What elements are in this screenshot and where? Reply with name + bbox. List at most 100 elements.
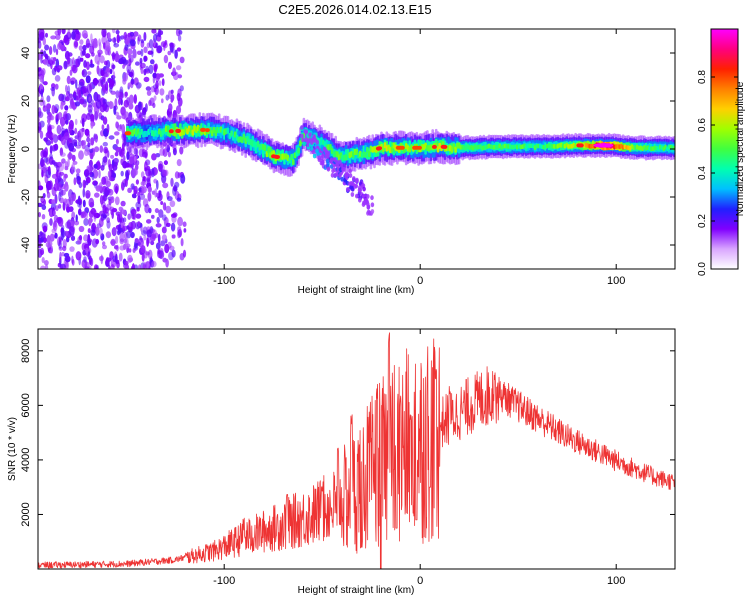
noise-speck <box>55 118 59 125</box>
noise-speck <box>113 183 120 193</box>
noise-speck <box>40 88 44 98</box>
noise-speck <box>77 55 81 65</box>
noise-speck <box>65 221 72 229</box>
noise-speck <box>48 46 53 55</box>
noise-speck <box>106 47 111 52</box>
noise-speck <box>100 164 105 171</box>
spectrogram-x-tick-label: 0 <box>417 275 423 287</box>
noise-speck <box>174 181 180 188</box>
noise-speck <box>177 216 184 227</box>
band-peak <box>578 143 584 148</box>
noise-speck <box>110 238 116 247</box>
noise-speck <box>161 98 164 104</box>
colorbar-frame <box>710 28 739 270</box>
noise-speck <box>83 169 90 178</box>
noise-speck <box>51 186 57 197</box>
branch-cell <box>355 177 359 183</box>
colorbar-tick-label: 0.2 <box>697 214 708 228</box>
noise-speck <box>75 214 78 223</box>
band-peak <box>395 145 401 150</box>
noise-speck <box>85 38 90 49</box>
noise-speck <box>112 71 116 79</box>
noise-speck <box>61 224 65 231</box>
branch-cell <box>308 132 312 138</box>
noise-speck <box>58 171 65 176</box>
noise-speck <box>58 191 61 202</box>
noise-speck <box>49 241 53 247</box>
band-peak <box>593 143 612 148</box>
noise-speck <box>172 147 177 156</box>
noise-speck <box>45 32 48 38</box>
branch-cell <box>312 153 317 159</box>
noise-speck <box>138 187 143 192</box>
noise-speck <box>93 213 98 218</box>
noise-speck <box>130 39 136 47</box>
band-cell <box>290 153 293 161</box>
noise-speck <box>65 119 69 125</box>
branch-cell <box>345 172 350 177</box>
noise-speck <box>147 249 153 260</box>
noise-speck <box>42 150 48 158</box>
noise-speck <box>54 232 58 239</box>
branch-cell <box>325 158 330 164</box>
noise-speck <box>84 149 89 156</box>
noise-speck <box>51 199 56 204</box>
noise-speck <box>160 201 164 205</box>
noise-speck <box>152 75 156 84</box>
noise-speck <box>51 201 56 212</box>
noise-speck <box>137 264 142 269</box>
noise-speck <box>40 265 46 269</box>
noise-speck <box>69 104 73 109</box>
noise-speck <box>158 163 163 172</box>
noise-speck <box>143 55 147 62</box>
noise-speck <box>160 41 167 48</box>
noise-speck <box>73 91 77 98</box>
noise-speck <box>49 145 53 155</box>
noise-speck <box>47 125 52 135</box>
noise-speck <box>85 61 90 70</box>
noise-speck <box>115 111 120 117</box>
band-peak <box>125 131 131 136</box>
noise-speck <box>114 98 118 108</box>
noise-speck <box>180 174 186 184</box>
noise-speck <box>85 190 91 199</box>
noise-speck <box>147 186 152 193</box>
noise-speck <box>127 187 132 193</box>
noise-speck <box>137 36 140 45</box>
noise-speck <box>82 179 86 189</box>
spectrogram-y-axis-label: Frequency (Hz) <box>7 115 18 184</box>
noise-speck <box>83 234 89 242</box>
noise-speck <box>140 39 144 44</box>
noise-speck <box>152 229 157 235</box>
branch-cell <box>358 197 362 203</box>
noise-speck <box>75 95 80 101</box>
noise-speck <box>55 48 59 56</box>
noise-speck <box>120 200 126 207</box>
branch-cell <box>330 172 335 178</box>
noise-speck <box>127 82 132 88</box>
noise-speck <box>95 238 100 245</box>
noise-speck <box>151 214 155 219</box>
noise-speck <box>38 202 43 208</box>
descending-branch <box>299 125 375 216</box>
band-cell <box>297 147 300 154</box>
noise-speck <box>127 213 131 220</box>
noise-speck <box>44 44 50 51</box>
noise-speck <box>57 134 62 141</box>
snr-frame <box>37 328 676 570</box>
noise-speck <box>120 98 123 106</box>
noise-speck <box>141 186 147 194</box>
branch-cell <box>329 157 334 163</box>
noise-speck <box>169 200 176 208</box>
noise-speck <box>71 211 76 219</box>
noise-speck <box>133 94 137 104</box>
noise-speck <box>56 183 62 192</box>
snr-y-tick-label: 2000 <box>20 502 32 526</box>
figure-title: C2E5.2026.014.02.13.E15 <box>278 2 431 17</box>
noise-speck <box>110 209 113 216</box>
noise-speck <box>135 179 139 185</box>
noise-speck <box>159 30 164 36</box>
noise-speck <box>133 185 138 195</box>
noise-speck <box>97 79 102 87</box>
noise-speck <box>61 29 66 35</box>
